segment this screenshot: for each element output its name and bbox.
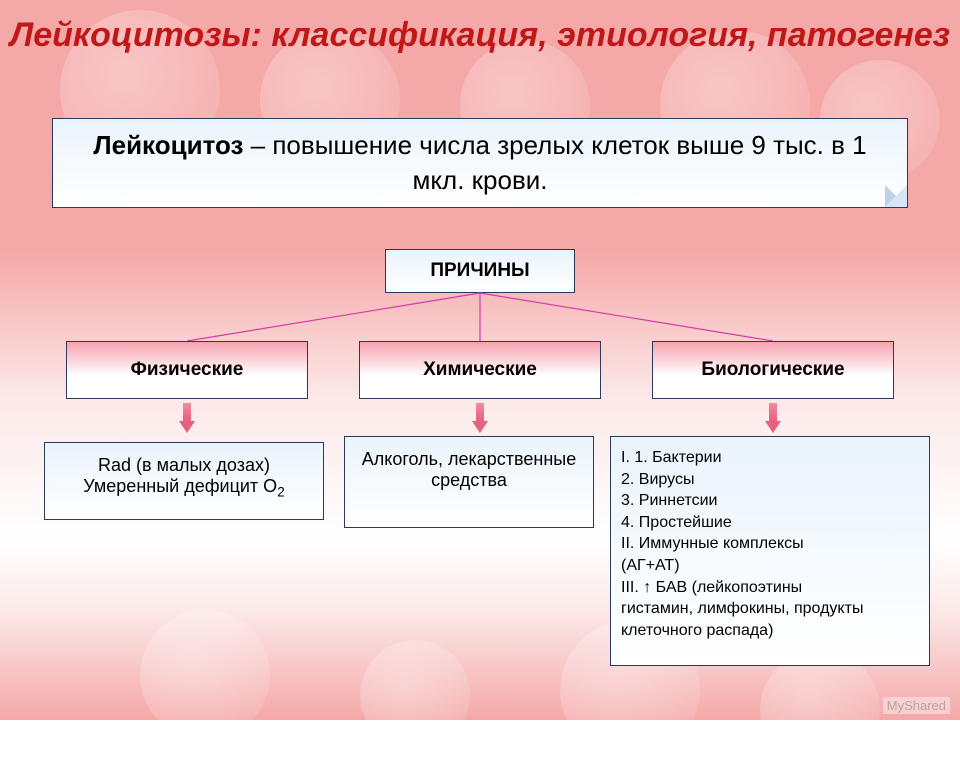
bio-line: клеточного распада) [621,620,919,642]
definition-text: Лейкоцитоз – повышение числа зрелых клет… [73,128,887,198]
slide: Лейкоцитозы: классификация, этиология, п… [0,0,960,720]
slide-title: Лейкоцитозы: классификация, этиология, п… [0,14,960,57]
bio-line: 3. Риннетсии [621,490,919,512]
bio-line: 4. Простейшие [621,512,919,534]
physical-line2: Умеренный дефицит О2 [55,476,313,500]
root-node: ПРИЧИНЫ [385,249,575,293]
category-node: Химические [359,341,601,399]
arrow-down-icon [472,403,488,433]
category-node: Биологические [652,341,894,399]
bio-line: I. 1. Бактерии [621,447,919,469]
physical-line1: Rad (в малых дозах) [55,455,313,476]
category-node: Физические [66,341,308,399]
bio-line: 2. Вирусы [621,469,919,491]
bio-line: III. ↑ БАВ (лейкопоэтины [621,577,919,599]
watermark: MyShared [883,697,950,714]
bio-line: II. Иммунные комплексы [621,533,919,555]
definition-box: Лейкоцитоз – повышение числа зрелых клет… [52,118,908,208]
detail-chemical: Алкоголь, лекарственные средства [344,436,594,528]
definition-rest: – повышение числа зрелых клеток выше 9 т… [243,130,866,195]
pagefold-icon [885,185,907,207]
detail-biological: I. 1. Бактерии2. Вирусы3. Риннетсии4. Пр… [610,436,930,666]
bio-line: (АГ+АТ) [621,555,919,577]
definition-term: Лейкоцитоз [93,130,243,160]
arrow-down-icon [179,403,195,433]
detail-physical: Rad (в малых дозах) Умеренный дефицит О2 [44,442,324,520]
bio-line: гистамин, лимфокины, продукты [621,598,919,620]
arrow-down-icon [765,403,781,433]
